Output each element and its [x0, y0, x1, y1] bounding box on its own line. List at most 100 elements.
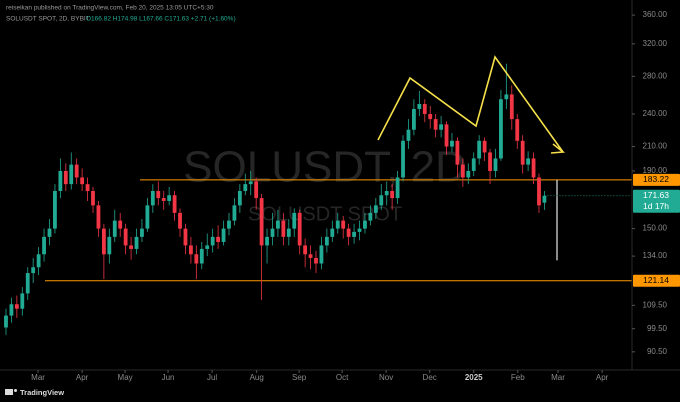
- candle-body: [9, 304, 14, 316]
- candle-body: [460, 164, 465, 178]
- candle-body: [237, 191, 242, 206]
- x-tick-label: Sep: [292, 373, 307, 382]
- candle-body: [542, 195, 547, 203]
- candle-body: [183, 228, 188, 246]
- candle-body: [259, 198, 264, 246]
- candle-body: [221, 228, 226, 242]
- candle-body: [189, 245, 193, 255]
- x-tick-label: Mar: [551, 373, 565, 382]
- candle-body: [286, 228, 291, 237]
- candle-body: [303, 245, 308, 255]
- candle-body: [401, 140, 405, 178]
- candle-body: [227, 220, 231, 229]
- candle-body: [14, 304, 19, 309]
- y-tick-label: 109.50: [643, 300, 668, 309]
- candle-body: [477, 140, 482, 159]
- level-label: 183.22: [643, 174, 669, 184]
- candle-body: [411, 108, 416, 130]
- candle-body: [390, 191, 395, 199]
- candle-body: [341, 220, 346, 229]
- candle-body: [123, 228, 128, 246]
- x-tick-label: 2025: [465, 373, 483, 382]
- x-tick-label: Feb: [511, 373, 525, 382]
- candle-body: [471, 158, 476, 171]
- candle-body: [308, 254, 313, 258]
- x-tick-label: Dec: [423, 373, 437, 382]
- publisher: reiseikan published on TradingView.com, …: [6, 5, 214, 12]
- candle-body: [270, 228, 275, 237]
- y-tick-label: 150.00: [643, 224, 668, 233]
- candle-body: [281, 220, 286, 237]
- candle-body: [417, 104, 422, 109]
- candle-body: [406, 129, 411, 141]
- x-tick-label: Mar: [31, 373, 45, 382]
- y-tick-label: 280.00: [643, 71, 668, 80]
- candle-body: [352, 231, 356, 237]
- candle-body: [373, 205, 378, 213]
- y-tick-label: 99.50: [647, 324, 668, 333]
- candle-body: [4, 315, 8, 328]
- candle-body: [276, 220, 280, 229]
- candle-body: [346, 228, 351, 237]
- y-tick-label: 190.00: [643, 166, 668, 175]
- candle-body: [205, 245, 210, 249]
- candle-body: [444, 124, 449, 147]
- candle-body: [324, 236, 329, 246]
- candle-body: [363, 220, 367, 229]
- candle-body: [314, 257, 318, 264]
- brand-logo: [5, 389, 17, 395]
- candle-body: [482, 140, 487, 153]
- candle-body: [36, 254, 41, 268]
- candle-body: [129, 245, 133, 249]
- candle-body: [107, 236, 112, 255]
- level-label-box: [633, 173, 680, 186]
- candle-body: [466, 170, 471, 178]
- candle-body: [537, 177, 541, 206]
- quote: O166.82 H174.98 L167.66 C171.63 +2.71 (+…: [86, 16, 236, 23]
- candle-body: [74, 164, 79, 178]
- y-tick-label: 210.00: [643, 142, 668, 151]
- x-tick-label: Apr: [596, 373, 609, 382]
- candle-body: [91, 191, 95, 206]
- candle-body: [254, 181, 259, 199]
- candle-body: [319, 245, 324, 264]
- brand: TradingView: [20, 388, 64, 397]
- candle-body: [178, 212, 182, 229]
- candle-body: [455, 140, 460, 165]
- candle-body: [63, 170, 68, 185]
- candle-body: [265, 236, 269, 246]
- candle-body: [248, 181, 253, 185]
- x-tick-label: Aug: [250, 373, 264, 382]
- level-label: 121.14: [643, 275, 669, 285]
- candle-body: [297, 212, 302, 246]
- candle-body: [53, 191, 57, 229]
- y-tick-label: 360.00: [643, 10, 668, 19]
- x-tick-label: May: [118, 373, 133, 382]
- x-tick-label: Jul: [207, 373, 217, 382]
- candle-body: [384, 191, 389, 196]
- candle-body: [422, 104, 427, 114]
- candle-body: [515, 119, 520, 141]
- candle-body: [42, 236, 46, 255]
- candle-body: [140, 228, 144, 237]
- x-tick-label: Apr: [76, 373, 89, 382]
- candle-body: [20, 293, 25, 309]
- candle-body: [335, 220, 340, 229]
- candle-body: [330, 228, 335, 237]
- candle-body: [379, 195, 384, 206]
- candle-body: [80, 177, 85, 185]
- candle-body: [493, 158, 498, 171]
- candle-body: [210, 236, 215, 246]
- x-tick-label: Jun: [162, 373, 175, 382]
- candle-body: [509, 94, 514, 120]
- watermark-sub: SOLUSDT SPOT: [248, 203, 402, 225]
- candle-body: [112, 220, 117, 237]
- level-label-box: [633, 274, 680, 287]
- candle-body: [47, 228, 52, 237]
- candle-body: [167, 195, 172, 201]
- pattern-arrowhead: [550, 143, 566, 154]
- candle-body: [101, 228, 106, 255]
- candle-body: [499, 99, 503, 159]
- last-price-box: [633, 189, 680, 213]
